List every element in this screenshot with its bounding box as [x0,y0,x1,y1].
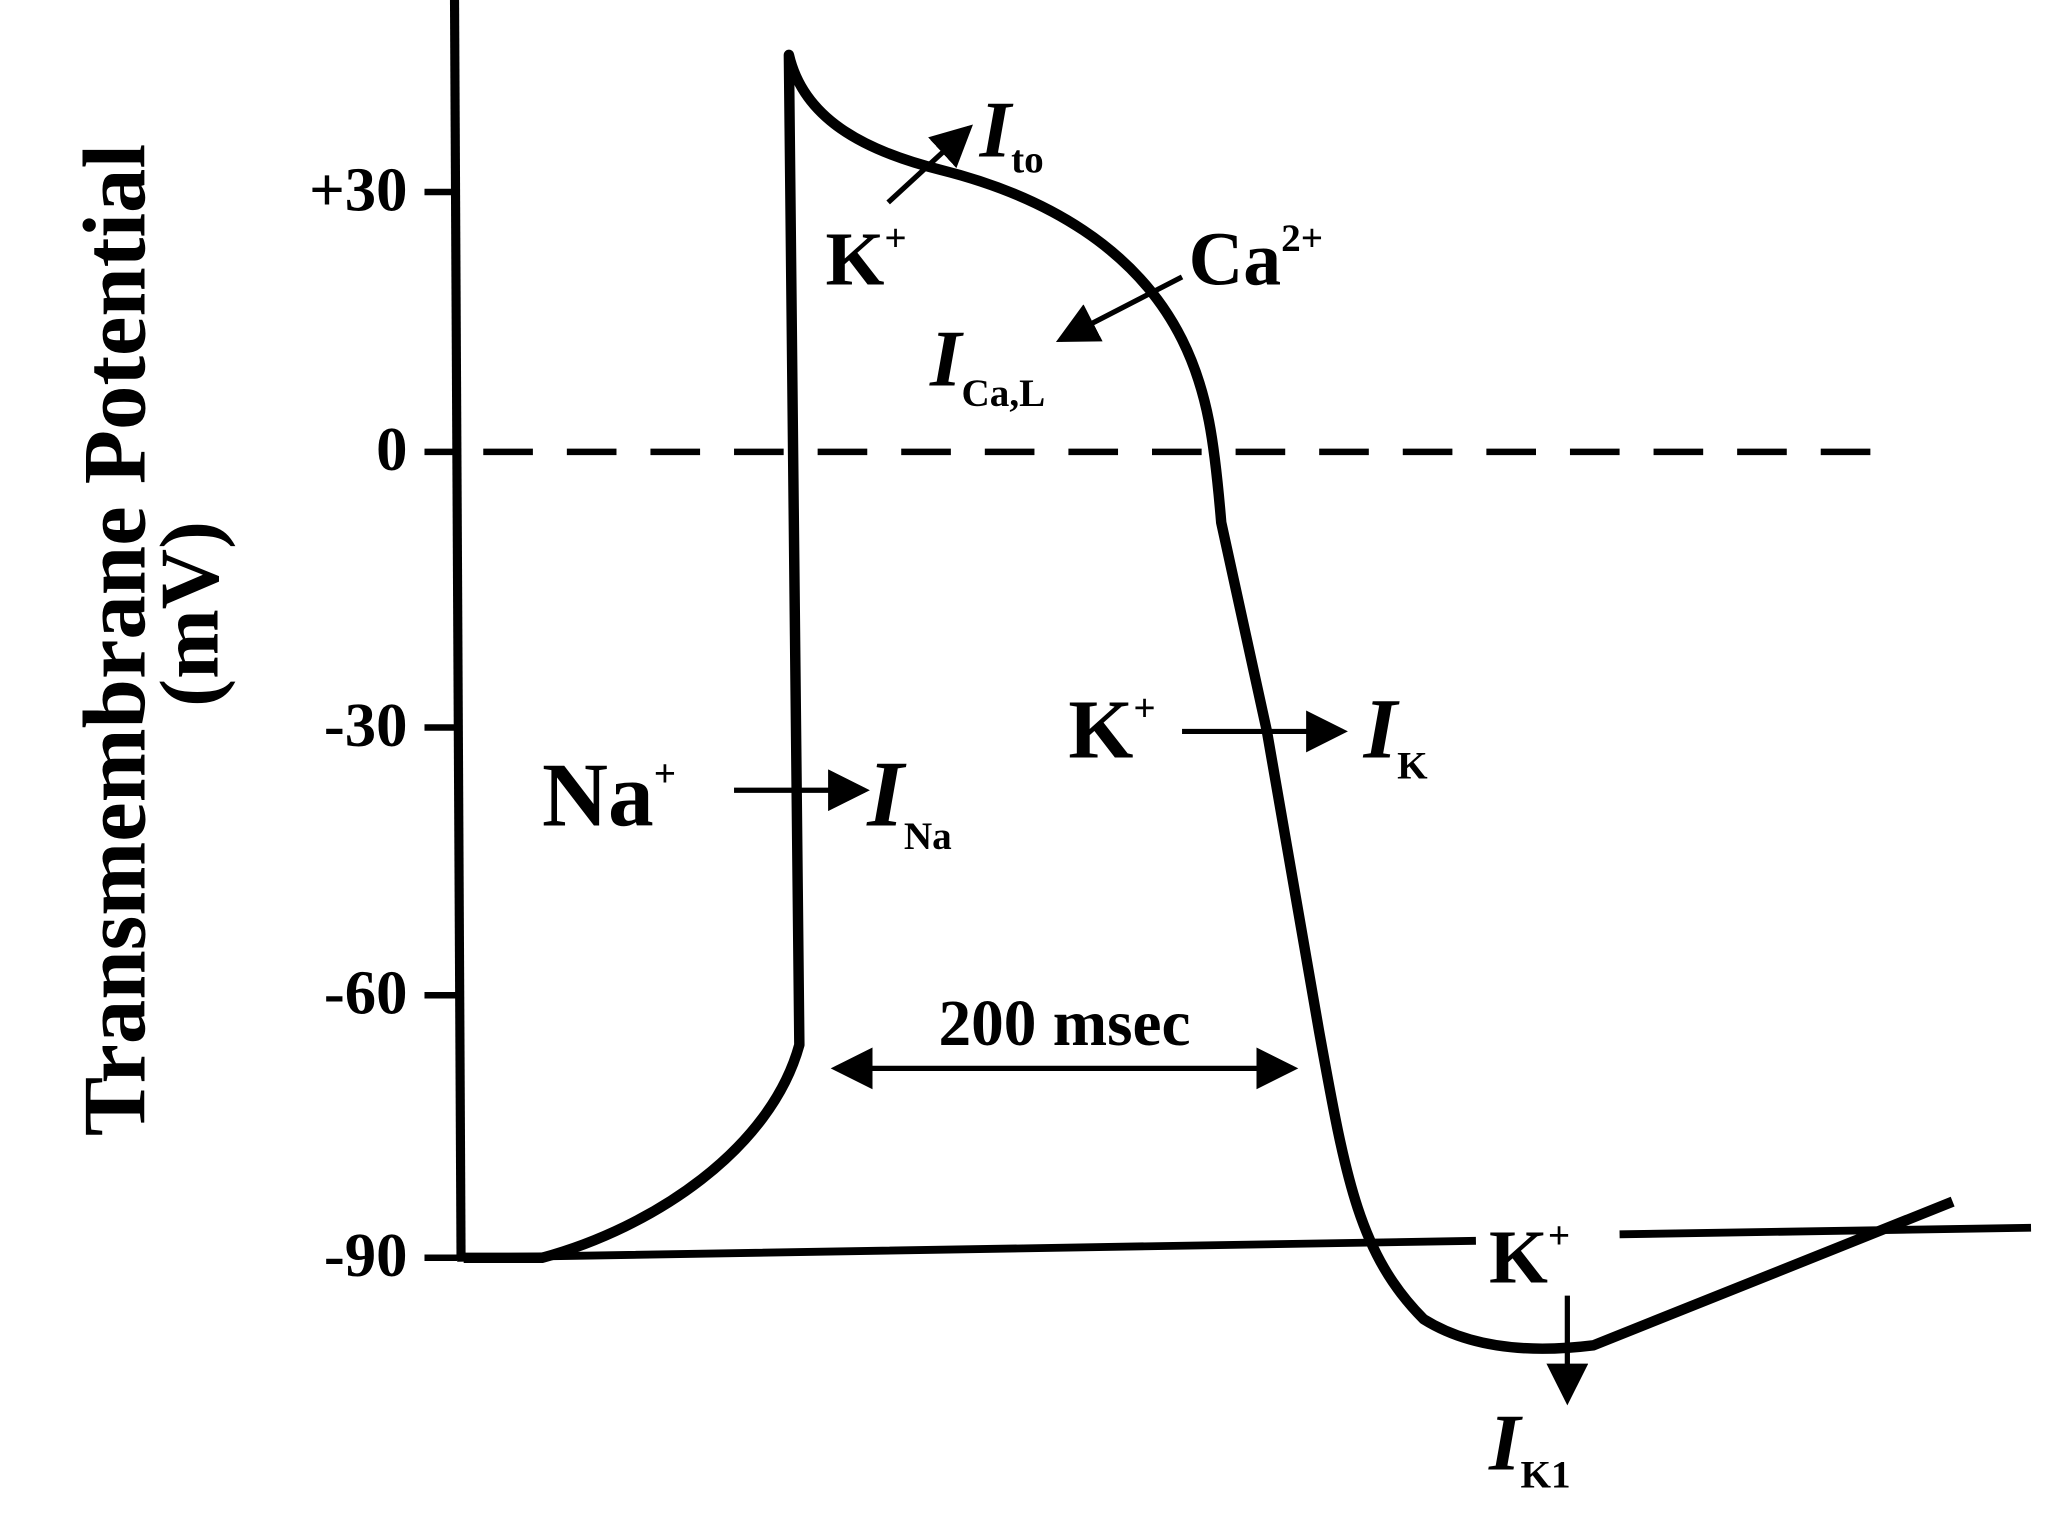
action-potential [463,49,1955,1354]
ion: Ca [1189,218,1282,302]
tick-label: +30 [309,154,407,224]
current-label: IK [1363,681,1429,788]
subscript: Na [904,815,952,858]
charge: + [884,217,906,260]
axis-label: Transmembrane Potential [66,144,164,1136]
tick-label: 0 [376,414,407,484]
symbol: I [929,313,964,403]
current-label: INa [866,742,951,858]
subscript: Ca,L [961,372,1045,415]
ion-label: Na+ [542,744,676,845]
duration-label: 200 msec [938,988,1190,1060]
symbol: I [866,742,907,846]
ion: K [1489,1216,1548,1300]
arrow [886,124,973,205]
baseline [457,1223,2032,1262]
subscript: K1 [1520,1454,1570,1497]
tick-label: -30 [324,690,408,760]
tick-label: -90 [324,1220,408,1290]
symbol: I [1488,1397,1523,1487]
charge: + [654,752,676,795]
symbol: I [1363,681,1400,777]
current-label: ICa,L [929,313,1045,415]
charge: + [1548,1215,1570,1258]
ticks [424,188,458,1262]
ion: K [825,218,884,302]
symbol: I [979,85,1014,175]
ion-label: K+ [1068,685,1155,777]
current-label: IK1 [1488,1397,1571,1496]
charge: 2+ [1281,217,1323,260]
current-label: Ito [979,85,1044,182]
y-axis [449,0,466,1261]
charge: + [1133,687,1155,730]
subscript: K [1397,744,1428,787]
ion: K [1068,685,1133,777]
tick-label: -60 [324,958,408,1028]
ion-label: K+ [825,217,906,302]
axis-unit: (mV) [145,521,237,707]
ion-label: Ca2+ [1189,217,1324,302]
arrow [1055,274,1184,342]
ion-label: K+ [1489,1215,1570,1300]
ion: Na [542,744,654,845]
subscript: to [1011,138,1044,181]
